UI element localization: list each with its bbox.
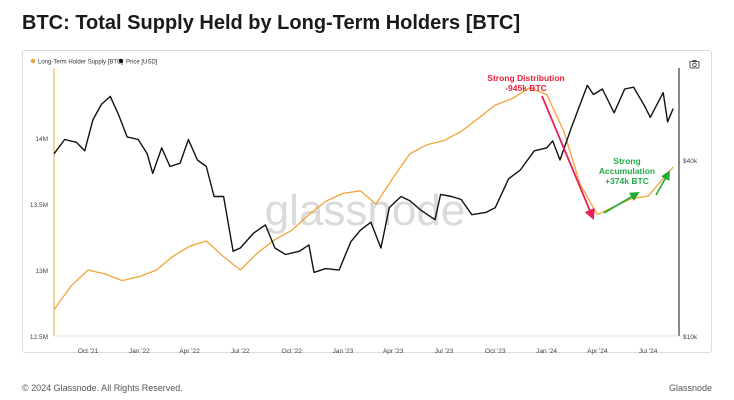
chart-panel <box>22 50 712 353</box>
x-tick-label: Apr '23 <box>383 348 404 355</box>
x-tick-label: Oct '23 <box>485 348 506 355</box>
price-line <box>53 84 674 274</box>
x-tick-label: Oct '22 <box>281 348 302 355</box>
plot-area: 12.5M 13M 13.5M 14M $10k $40k Oct '21 Jan '22 Ap… <box>30 68 698 355</box>
y-left-tick-label: 13M <box>35 268 48 275</box>
distribution-line1: Strong Distribution <box>487 73 564 83</box>
brand-text: Glassnode <box>668 383 712 393</box>
distribution-annotation: Strong Distribution -945k BTC <box>487 73 595 220</box>
accumulation-annotation: Strong Accumulation +374k BTC <box>599 156 670 214</box>
page-title: BTC: Total Supply Held by Long-Term Hold… <box>22 12 521 34</box>
accumulation-line3: +374k BTC <box>605 176 649 186</box>
lth-supply-line <box>53 87 674 310</box>
accumulation-arrow-right <box>655 170 670 196</box>
y-left-tick-label: 13.5M <box>30 202 48 209</box>
x-tick-label: Apr '22 <box>179 348 200 355</box>
x-tick-label: Jan '24 <box>536 348 557 355</box>
x-tick-label: Jul '23 <box>435 348 454 355</box>
y-left-tick-label: 12.5M <box>30 334 48 341</box>
x-tick-label: Jan '22 <box>129 348 150 355</box>
legend-label-price: Price [USD] <box>126 60 158 66</box>
x-tick-label: Jan '23 <box>333 348 354 355</box>
x-tick-label: Jul '24 <box>639 348 658 355</box>
accumulation-arrow-left <box>603 192 640 214</box>
x-tick-label: Apr '24 <box>587 348 608 355</box>
y-right-tick-label: $10k <box>683 334 698 341</box>
legend: Long-Term Holder Supply [BTC] Price [USD… <box>30 58 158 66</box>
legend-marker-price <box>118 58 124 64</box>
camera-icon[interactable] <box>689 60 700 69</box>
x-tick-label: Jul '22 <box>231 348 250 355</box>
accumulation-line2: Accumulation <box>599 166 655 176</box>
y-left-tick-label: 14M <box>35 136 48 143</box>
distribution-arrow <box>541 95 595 220</box>
legend-marker-lth <box>30 58 36 64</box>
accumulation-line1: Strong <box>613 156 640 166</box>
x-tick-label: Oct '21 <box>78 348 99 355</box>
legend-label-lth: Long-Term Holder Supply [BTC] <box>38 60 123 66</box>
distribution-line2: -945k BTC <box>505 83 547 93</box>
copyright-text: © 2024 Glassnode. All Rights Reserved. <box>22 383 183 393</box>
y-right-tick-label: $40k <box>683 158 698 165</box>
